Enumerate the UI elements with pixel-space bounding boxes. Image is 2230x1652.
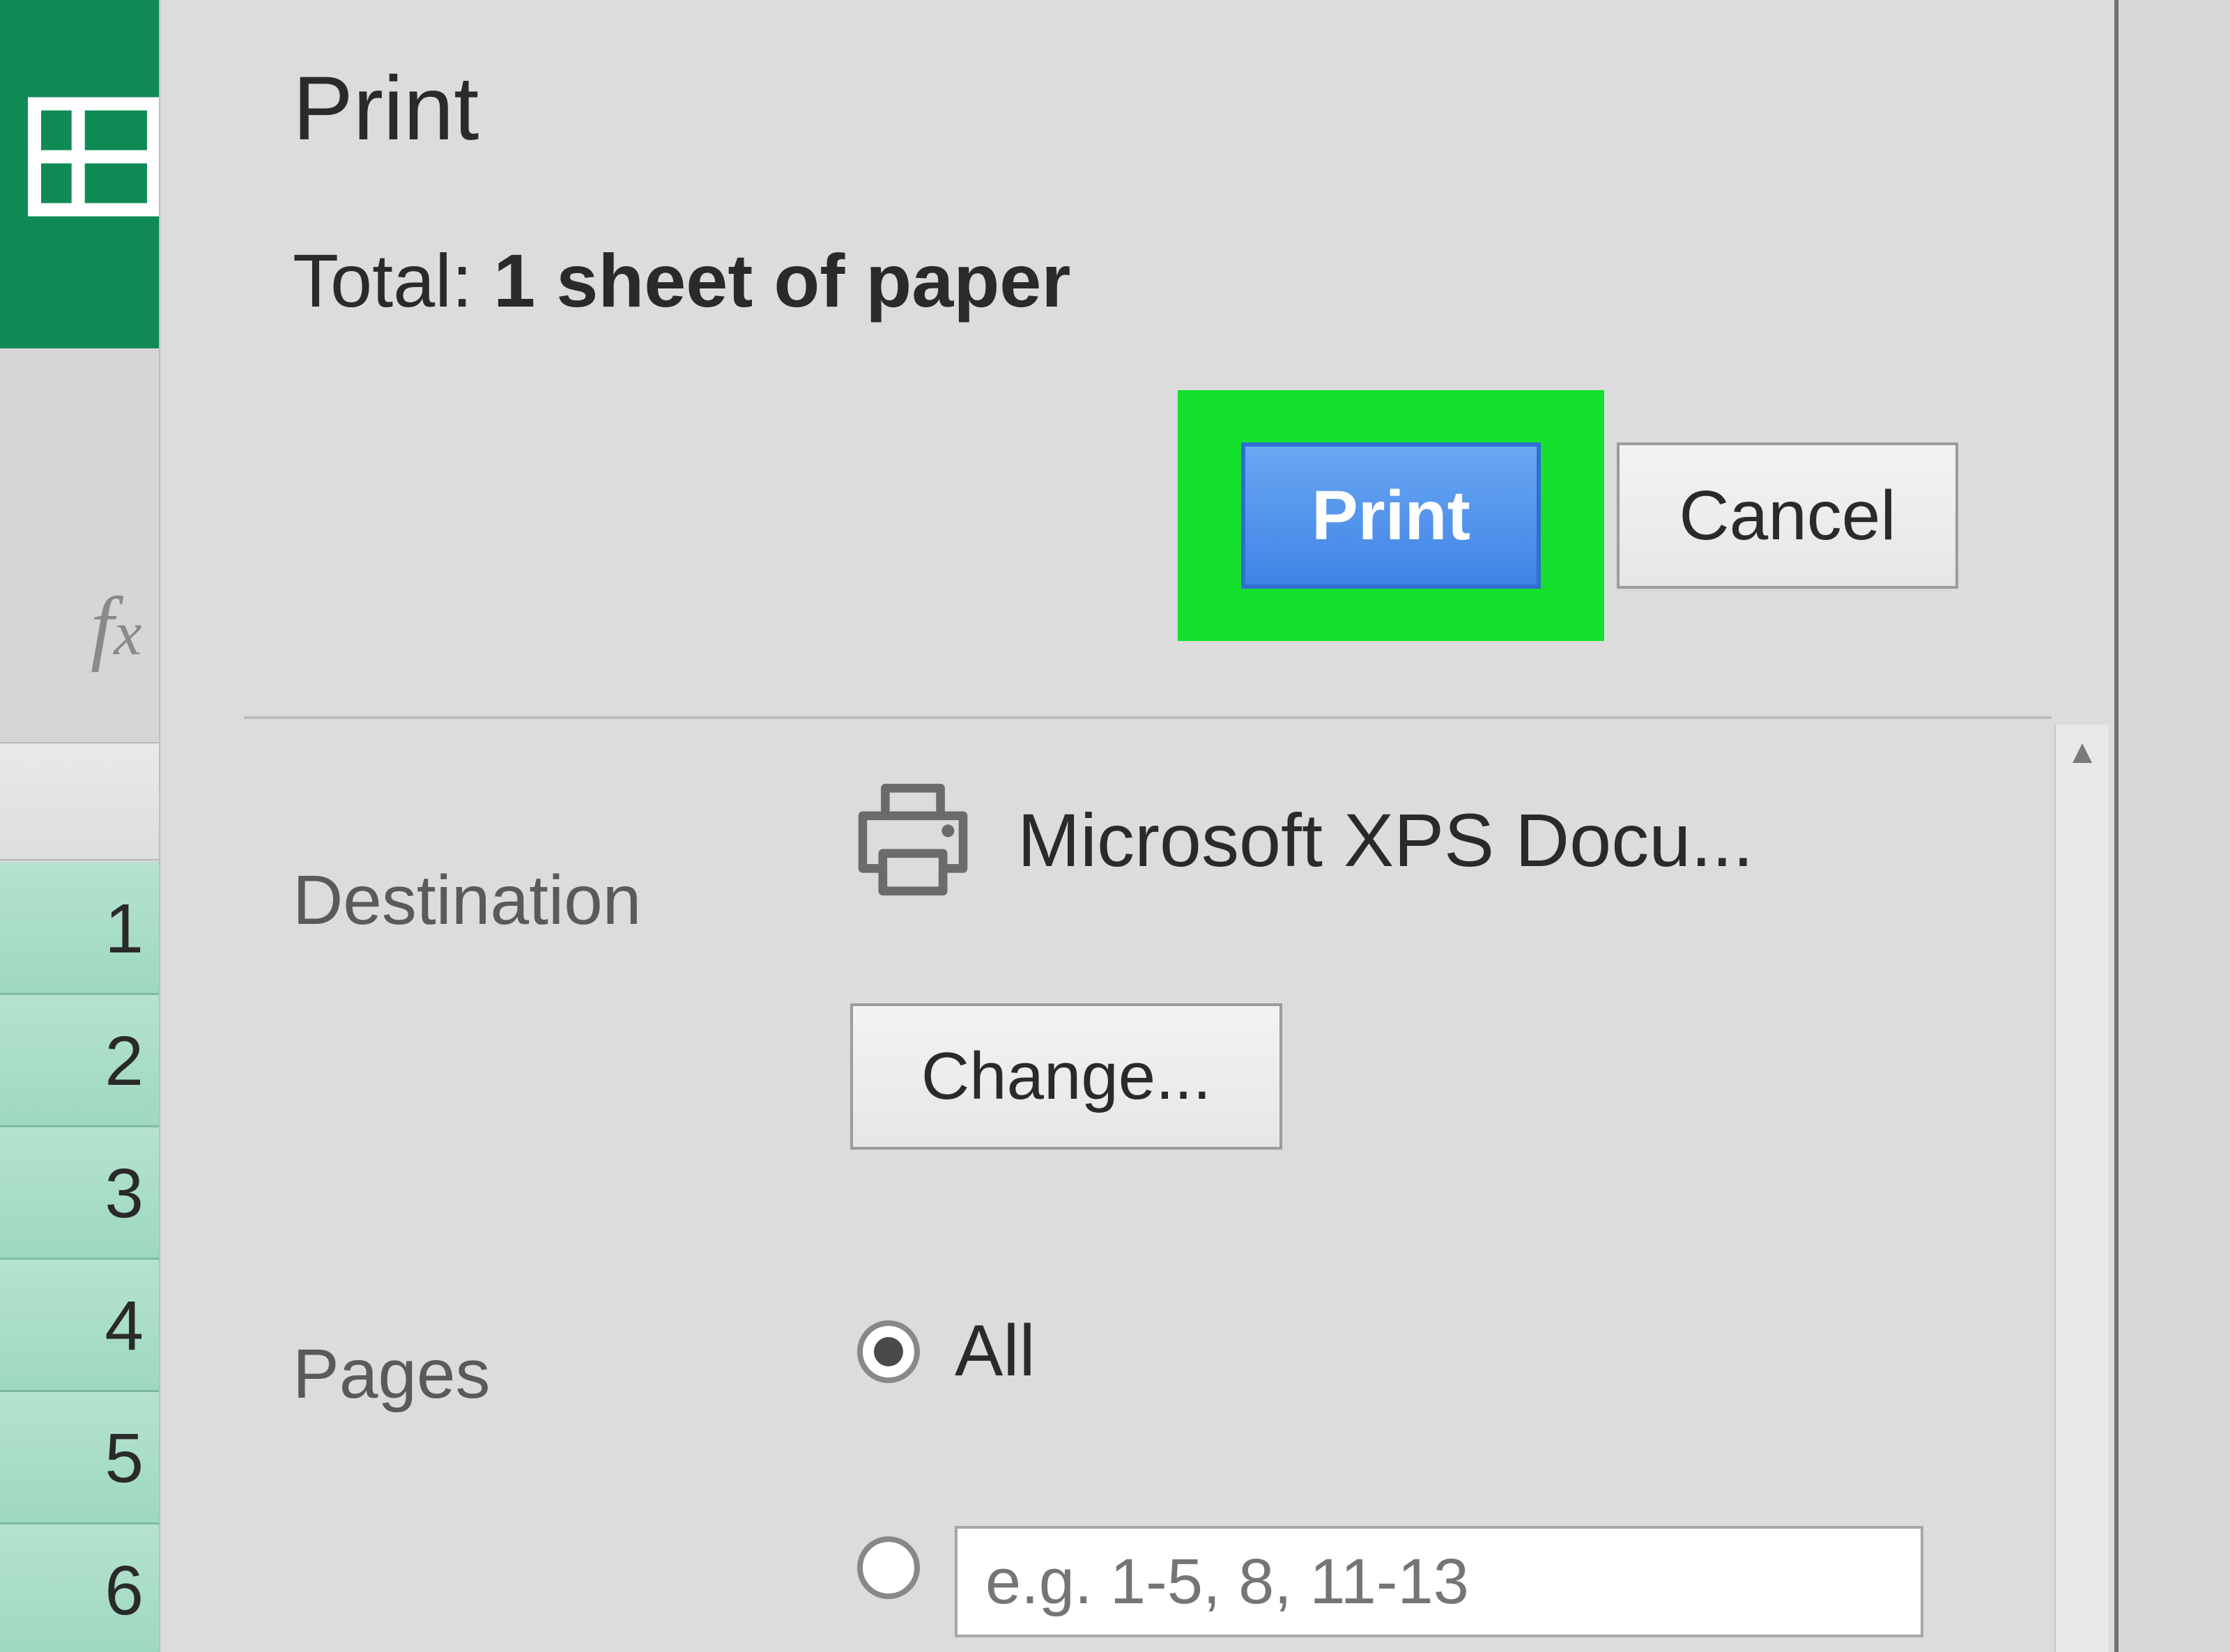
- total-prefix: Total:: [293, 238, 493, 323]
- row-header[interactable]: 5: [0, 1392, 167, 1524]
- spreadsheet-background: fx 1 2 3 4 5 6: [0, 0, 167, 1652]
- row-header[interactable]: 6: [0, 1524, 167, 1652]
- change-destination-button[interactable]: Change...: [850, 1003, 1282, 1150]
- select-all-corner[interactable]: [0, 742, 167, 860]
- page-gutter: [2118, 0, 2230, 1652]
- total-summary: Total: 1 sheet of paper: [293, 237, 1070, 324]
- row-header[interactable]: 4: [0, 1260, 167, 1392]
- print-dialog-panel: Print Total: 1 sheet of paper Print Canc…: [159, 0, 2118, 1652]
- pages-option-all[interactable]: All: [857, 1310, 1036, 1393]
- radio-icon: [857, 1320, 920, 1383]
- app-brand-area: [0, 0, 167, 348]
- printer-icon: [850, 780, 976, 899]
- scroll-up-arrow-icon[interactable]: ▲: [2056, 725, 2109, 779]
- row-header[interactable]: 2: [0, 995, 167, 1127]
- destination-printer-name: Microsoft XPS Docu...: [1017, 796, 1753, 883]
- total-value: 1 sheet of paper: [493, 238, 1070, 323]
- pages-option-range[interactable]: [857, 1536, 920, 1599]
- dialog-title: Print: [293, 56, 479, 160]
- section-divider: [244, 716, 2052, 719]
- print-button[interactable]: Print: [1241, 442, 1541, 589]
- panel-scrollbar[interactable]: ▲: [2054, 725, 2109, 1652]
- pages-label: Pages: [293, 1334, 491, 1414]
- row-header[interactable]: 3: [0, 1127, 167, 1260]
- formula-bar-fx-label: fx: [91, 578, 141, 674]
- destination-label: Destination: [293, 860, 641, 941]
- destination-printer-row: Microsoft XPS Docu...: [850, 780, 1753, 899]
- row-header[interactable]: 1: [0, 863, 167, 995]
- cancel-button[interactable]: Cancel: [1617, 442, 1958, 589]
- pages-range-input[interactable]: [955, 1526, 1923, 1637]
- tutorial-highlight: Print: [1178, 390, 1604, 641]
- pages-all-label: All: [955, 1310, 1036, 1393]
- radio-icon: [857, 1536, 920, 1599]
- sheets-grid-icon: [28, 91, 160, 223]
